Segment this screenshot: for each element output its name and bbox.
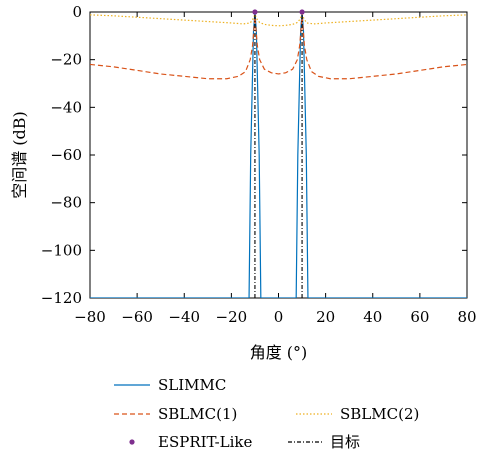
x-tick-label: −20 — [216, 308, 248, 326]
legend-label-sblmc2: SBLMC(2) — [340, 405, 419, 423]
x-tick-label: 20 — [316, 308, 335, 326]
y-tick-label: −100 — [41, 241, 82, 259]
esprit-like-marker — [299, 9, 305, 15]
x-tick-labels: −80 −60 −40 −20 0 20 40 60 80 — [74, 308, 476, 326]
y-tick-label: −20 — [50, 51, 82, 69]
x-tick-label: −60 — [121, 308, 153, 326]
x-tick-label: −40 — [168, 308, 200, 326]
series-line-slimmc — [90, 12, 467, 298]
y-axis-label: 空间谱 (dB) — [10, 111, 29, 199]
y-tick-label: −60 — [50, 146, 82, 164]
x-tick-label: 80 — [457, 308, 476, 326]
x-tick-label: 0 — [274, 308, 284, 326]
marker-layer — [252, 9, 305, 15]
y-tick-label: 0 — [72, 3, 82, 21]
legend-label-esprit: ESPRIT-Like — [158, 433, 253, 451]
y-tick-label: −80 — [50, 194, 82, 212]
y-tick-label: −40 — [50, 98, 82, 116]
esprit-like-marker — [252, 9, 258, 15]
legend: SLIMMC SBLMC(1) SBLMC(2) ESPRIT-Like 目标 — [114, 376, 419, 451]
legend-label-slimmc: SLIMMC — [158, 376, 226, 394]
legend-swatch-esprit — [129, 439, 135, 445]
x-tick-label: −80 — [74, 308, 106, 326]
x-tick-label: 60 — [410, 308, 429, 326]
y-tick-label: −120 — [41, 289, 82, 307]
series-line-sblmc1 — [90, 16, 467, 80]
y-tick-labels: 0 −20 −40 −60 −80 −100 −120 — [41, 3, 82, 307]
axis-ticks — [89, 11, 468, 299]
series-line-sblmc2 — [90, 13, 467, 27]
x-tick-label: 40 — [363, 308, 382, 326]
legend-label-target: 目标 — [330, 433, 360, 451]
x-axis-label: 角度 (°) — [250, 343, 308, 362]
legend-label-sblmc1: SBLMC(1) — [158, 405, 237, 423]
series-layer — [90, 12, 467, 298]
plot-frame — [89, 11, 468, 299]
